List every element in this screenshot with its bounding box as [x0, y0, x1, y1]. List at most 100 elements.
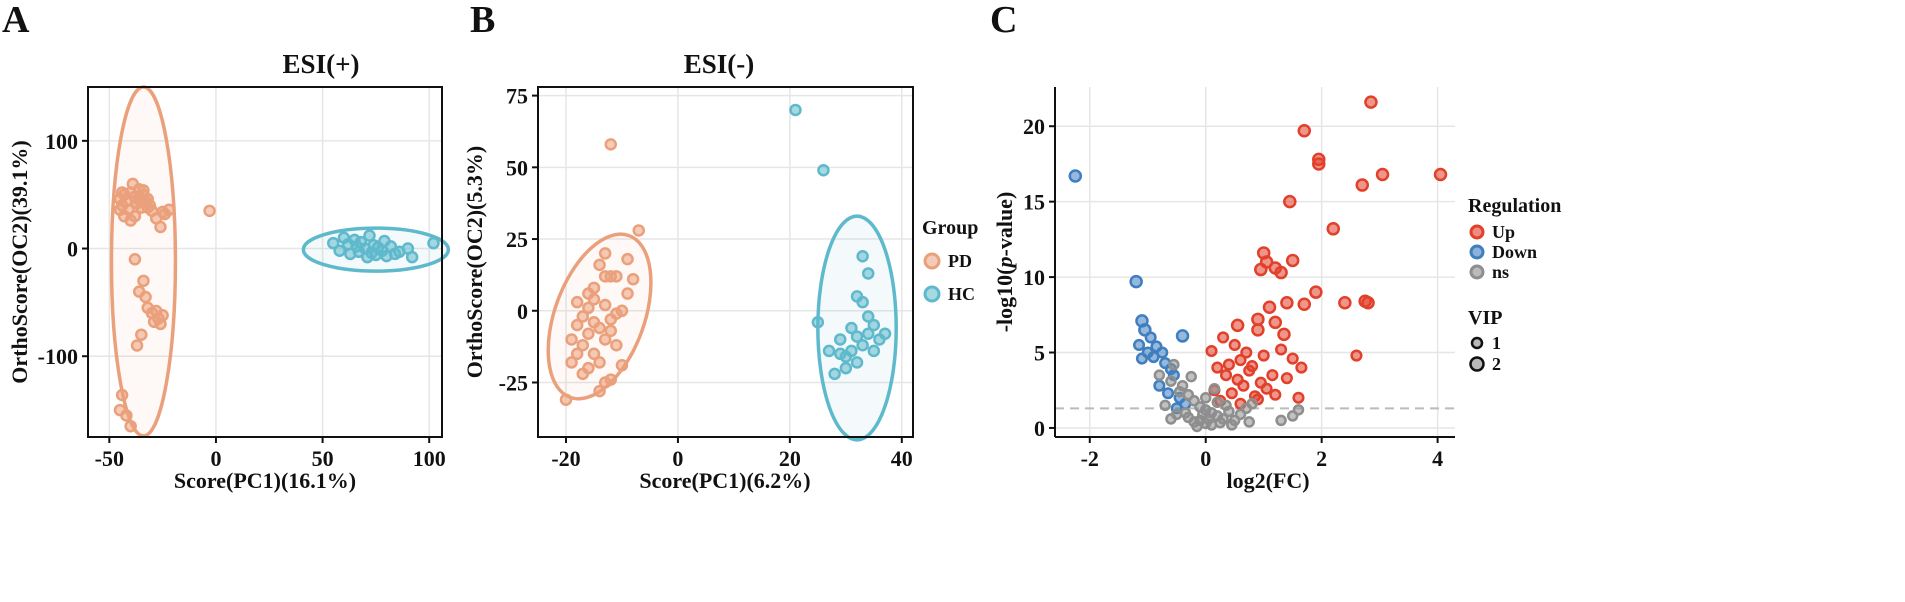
panel-a-ytick-label-1: 0 — [67, 237, 78, 262]
panel-c-point-up-49 — [1292, 391, 1305, 404]
panel-c-point-up-33 — [1286, 352, 1299, 365]
panel-b-ylabel: OrthoScore(OC2)(5.3%) — [462, 146, 487, 378]
panel-c-point-up-48 — [1269, 388, 1282, 401]
panel-a-point-pd-28 — [124, 214, 137, 227]
legend-label-down: Down — [1492, 242, 1537, 262]
panel-c-point-down-0 — [1068, 169, 1083, 183]
panel-a-point-hc-1 — [333, 244, 346, 257]
panel-b-point-pd-23 — [593, 258, 606, 272]
legend-key-up — [1469, 224, 1485, 240]
panel-c-point-ns-23 — [1173, 385, 1186, 398]
panel-c-point-up-54 — [1295, 361, 1308, 374]
panel-c-point-ns-33 — [1168, 358, 1180, 371]
panel-a-point-hc-24 — [427, 236, 440, 250]
panel-c-xlabel: log2(FC) — [1226, 468, 1309, 493]
panel-c-point-up-19 — [1361, 295, 1375, 310]
legend-key-ns — [1469, 264, 1485, 280]
panel-a-ylabel: OrthoScore(OC2)(39.1%) — [7, 140, 32, 383]
panel-b-ytick-label-4: 75 — [506, 84, 528, 109]
panel-b: B ESI(-) -20 0 20 40 -25 0 25 50 75 Score(PC1)(6… — [462, 0, 914, 493]
panel-a-point-pd-25 — [154, 220, 167, 234]
panel-b-point-pd-37 — [598, 376, 612, 389]
panel-c-point-up-39 — [1280, 372, 1293, 385]
panel-b-xtick-label-1: 0 — [672, 446, 683, 471]
panel-c-point-up-7 — [1283, 194, 1297, 209]
panel-c-ytick-label-1: 5 — [1034, 341, 1045, 366]
panel-c-point-up-41 — [1225, 387, 1238, 400]
panel-b-frame — [537, 86, 914, 438]
panel-a-point-pd-40 — [156, 309, 169, 322]
panel-c-point-up-4 — [1355, 178, 1369, 192]
panel-c-point-ns-21 — [1246, 398, 1258, 410]
panel-b-point-pd-34 — [570, 347, 584, 361]
panel-c-point-up-17 — [1338, 295, 1352, 310]
panel-b-ytick-label-0: -25 — [499, 370, 528, 395]
panel-b-point-pd-15 — [598, 298, 612, 312]
panel-b-point-pd-6 — [582, 327, 595, 340]
panel-a-point-pd-20 — [137, 184, 150, 197]
panel-c-ylabel-p: p — [992, 257, 1017, 270]
panel-b-point-pd-0 — [559, 393, 573, 406]
panel-a-point-hc-23 — [405, 250, 419, 264]
panel-b-point-hc-19 — [867, 318, 881, 332]
panel-c-point-up-51 — [1230, 318, 1245, 333]
panel-a-point-pd-32 — [137, 274, 150, 288]
panel-c-point-ns-32 — [1179, 407, 1192, 419]
panel-c-point-down-1 — [1129, 274, 1143, 289]
panel-c-point-ns-36 — [1197, 408, 1209, 421]
panel-c-point-up-31 — [1257, 349, 1270, 362]
panel-b-point-hc-14 — [856, 250, 869, 263]
panel-a-point-pd-46 — [124, 419, 137, 433]
panel-c-point-up-23 — [1228, 338, 1241, 352]
panel-c-point-down-4 — [1144, 331, 1157, 344]
panel-c-point-ns-1 — [1165, 375, 1177, 387]
panel-b-point-hc-4 — [828, 367, 841, 381]
panel-a-point-pd-42 — [130, 339, 144, 352]
panel-b-point-pd-29 — [626, 272, 640, 286]
panel-c-point-down-15 — [1153, 379, 1166, 392]
panel-c-ytick-label-3: 15 — [1023, 190, 1045, 215]
legend-key-vip-1 — [1470, 336, 1484, 350]
group-legend: Group PD HC — [922, 217, 978, 304]
panel-a-point-pd-45 — [120, 409, 133, 422]
panel-a-xtick-label-1: 0 — [210, 446, 221, 471]
panel-b-point-pd-4 — [576, 310, 590, 323]
panel-b-gridlines — [538, 87, 913, 437]
legend-key-vip-2 — [1469, 356, 1485, 372]
panel-c-point-up-24 — [1240, 346, 1253, 359]
panel-b-point-hc-18 — [861, 310, 875, 323]
panel-c-point-up-0 — [1364, 95, 1378, 109]
panel-b-point-pd-30 — [632, 224, 645, 237]
regulation-legend: Regulation Up Down ns — [1468, 195, 1561, 282]
panel-c-point-ns-34 — [1199, 392, 1212, 404]
panel-a-frame — [87, 86, 443, 438]
panel-c-point-up-3 — [1297, 124, 1312, 138]
panel-c-ticks: -2 0 2 4 0 5 10 15 20 — [1023, 114, 1443, 471]
panel-b-point-pd-28 — [621, 252, 634, 266]
panel-b-point-pd-33 — [604, 138, 618, 151]
legend-label-pd: PD — [948, 251, 972, 271]
panel-a-point-pd-21 — [141, 201, 154, 214]
panel-a: A ESI(+) -50 0 50 100 -100 0 100 Score(PC1)(16… — [2, 0, 451, 493]
panel-c-point-up-21 — [1262, 300, 1277, 315]
panel-a-point-hc-11 — [363, 229, 376, 242]
panel-b-point-pd-2 — [570, 318, 584, 332]
panel-b-point-pd-3 — [565, 333, 578, 346]
vip-legend: VIP 1 2 — [1468, 307, 1502, 374]
panel-c-xtick-label-1: 0 — [1200, 446, 1211, 471]
panel-c-point-up-50 — [1205, 344, 1218, 358]
panel-c-point-up-52 — [1251, 312, 1265, 327]
legend-label-ns: ns — [1492, 262, 1509, 282]
panel-b-point-hc-13 — [878, 327, 892, 340]
panel-a-ellipse-pd — [109, 85, 178, 438]
panel-b-point-pd-31 — [621, 287, 634, 300]
panel-b-point-hc-10 — [861, 327, 875, 340]
panel-c-ylabel: -log10(p-value) — [992, 192, 1017, 333]
panel-c-point-up-8 — [1326, 222, 1341, 236]
panel-b-point-pd-32 — [615, 304, 629, 318]
panel-b-point-pd-22 — [610, 270, 623, 283]
panel-b-point-hc-8 — [850, 356, 864, 369]
vip-legend-title: VIP — [1468, 307, 1502, 329]
panel-c-ytick-label-0: 0 — [1034, 416, 1045, 441]
